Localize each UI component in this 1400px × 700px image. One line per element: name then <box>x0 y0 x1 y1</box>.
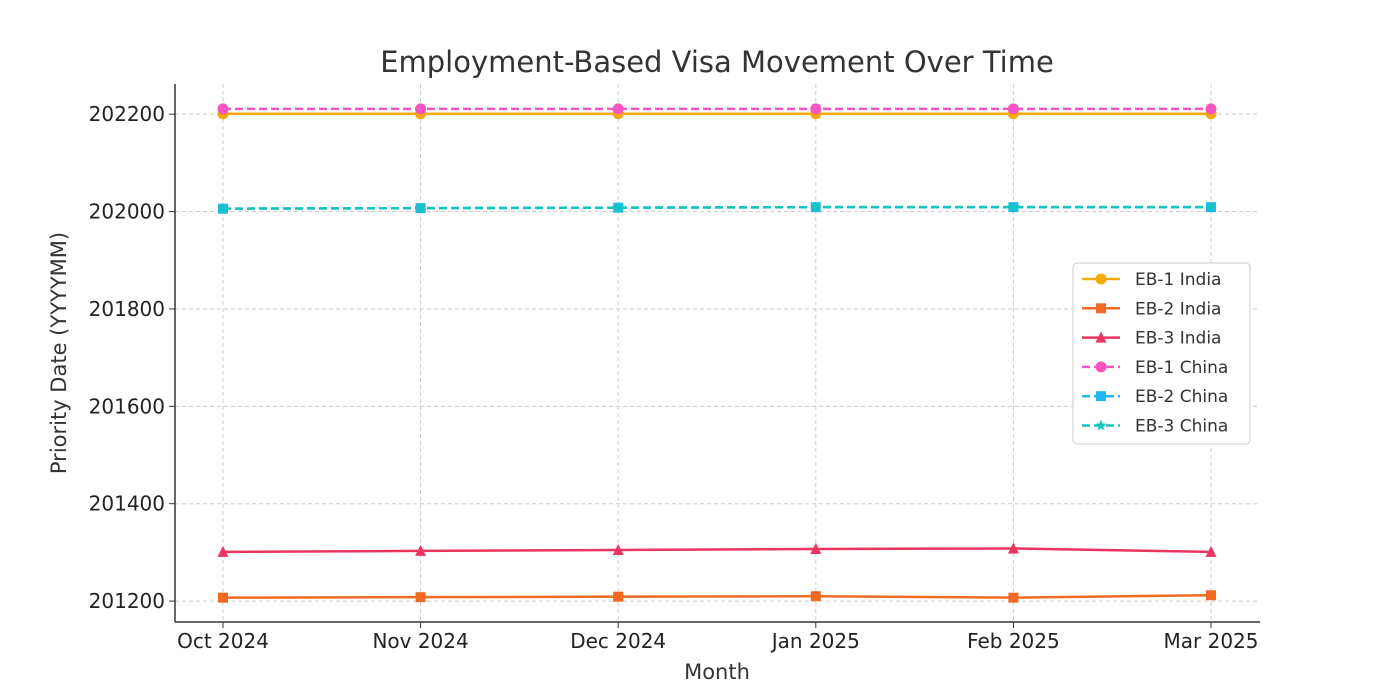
legend-marker <box>1096 391 1106 402</box>
series-eb-3-china <box>217 201 1217 214</box>
data-point <box>810 103 822 115</box>
legend-label: EB-1 India <box>1135 270 1221 290</box>
x-axis-label: Month <box>684 660 750 684</box>
data-point <box>810 591 821 602</box>
legend-marker <box>1096 303 1106 314</box>
series-eb-1-china <box>217 103 1217 115</box>
data-point <box>612 103 624 115</box>
data-point <box>1205 201 1217 212</box>
y-tick-label: 201200 <box>89 589 165 613</box>
legend-label: EB-3 China <box>1135 417 1228 437</box>
series-eb-2-india <box>218 590 1216 603</box>
legend-label: EB-2 India <box>1135 299 1221 319</box>
y-tick-label: 201600 <box>89 394 165 418</box>
legend-marker <box>1095 331 1107 343</box>
y-tick-label: 202200 <box>89 102 165 126</box>
series-line <box>222 547 1212 554</box>
data-point <box>1206 590 1216 601</box>
x-tick-label: Mar 2025 <box>1164 629 1259 653</box>
data-point <box>1205 103 1217 115</box>
legend-marker <box>1095 419 1107 431</box>
series-eb-3-india <box>217 542 1217 557</box>
series-line <box>222 593 1212 599</box>
data-point <box>810 542 822 554</box>
x-tick-label: Feb 2025 <box>967 629 1060 653</box>
data-point <box>1007 201 1020 212</box>
legend-label: EB-1 China <box>1135 358 1228 378</box>
y-tick-label: 202000 <box>89 200 165 224</box>
series-line <box>222 205 1211 210</box>
x-tick-label: Dec 2024 <box>570 629 666 653</box>
data-point <box>415 544 427 556</box>
data-point <box>1008 592 1019 603</box>
x-tick-label: Jan 2025 <box>770 629 860 653</box>
data-point <box>218 592 228 603</box>
legend-label: EB-2 China <box>1135 387 1228 407</box>
data-point <box>1007 542 1019 554</box>
data-point <box>415 103 427 115</box>
legend: EB-1 India EB-2 India EB-3 India EB-1 China… <box>1072 262 1251 445</box>
data-point <box>217 545 229 557</box>
legend-marker <box>1095 361 1107 373</box>
data-point <box>414 202 427 213</box>
x-tick-label: Nov 2024 <box>372 629 468 653</box>
data-point <box>1205 545 1217 557</box>
y-tick-label: 201800 <box>89 297 165 321</box>
chart-title: Employment-Based Visa Movement Over Time <box>380 45 1054 79</box>
data-point <box>612 201 624 213</box>
data-point <box>1007 103 1019 115</box>
legend-label: EB-3 India <box>1135 329 1221 349</box>
data-point <box>217 103 229 115</box>
data-point <box>612 543 624 555</box>
data-point <box>217 202 229 214</box>
x-tick-label: Oct 2024 <box>177 629 269 653</box>
data-point <box>613 591 624 602</box>
data-point <box>810 201 822 212</box>
y-axis-label: Priority Date (YYYYMM) <box>47 232 71 474</box>
legend-marker <box>1095 273 1107 285</box>
y-tick-label: 201400 <box>89 492 165 516</box>
data-point <box>415 592 426 603</box>
